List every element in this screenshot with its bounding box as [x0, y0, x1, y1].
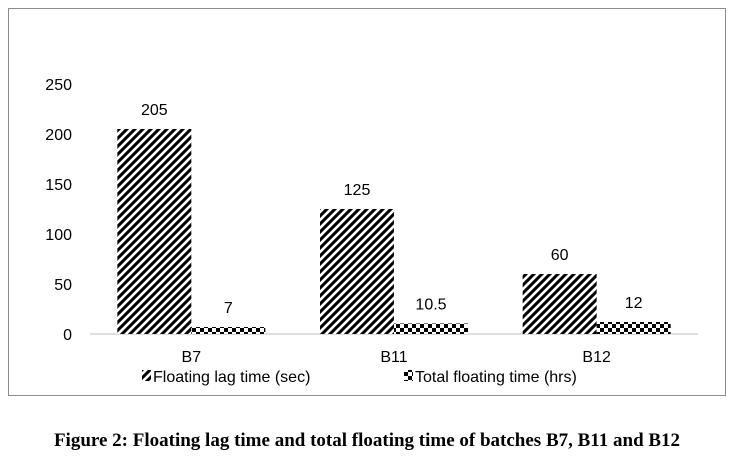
figure-caption: Figure 2: Floating lag time and total fl…: [53, 430, 681, 451]
data-label-b12-series-1: 12: [625, 295, 643, 312]
y-tick-label-3: 150: [45, 177, 72, 194]
y-tick-label-1: 50: [54, 277, 72, 294]
data-label-b7-series-1: 7: [224, 300, 233, 317]
legend: Floating lag time (sec) Total floating ti…: [142, 369, 577, 386]
data-label-b12-series-0: 60: [551, 247, 569, 264]
legend-label-series-1: Total floating time (hrs): [415, 369, 577, 386]
y-tick-label-4: 200: [45, 127, 72, 144]
x-tick-label-b11: B11: [380, 349, 407, 366]
data-label-b7-series-0: 205: [141, 102, 168, 119]
data-label-b11-series-0: 125: [344, 182, 371, 199]
y-tick-label-5: 250: [45, 77, 72, 94]
x-tick-label-b12: B12: [582, 349, 611, 366]
bar-b7-series-0: [117, 129, 192, 334]
legend-swatch-series-1: [404, 370, 413, 381]
y-tick-label-0: 0: [63, 327, 72, 344]
bar-b11-series-0: [320, 209, 394, 334]
legend-swatch-series-0: [142, 370, 151, 381]
data-label-b11-series-1: 10.5: [415, 297, 446, 314]
bar-b12-series-1: [596, 322, 671, 334]
bar-b7-series-1: [191, 327, 266, 334]
x-tick-label-b7: B7: [182, 349, 202, 366]
y-tick-label-2: 100: [45, 227, 72, 244]
bar-b12-series-0: [522, 274, 597, 334]
legend-label-series-0: Floating lag time (sec): [153, 369, 310, 386]
bars-layer: [117, 129, 671, 334]
labels-layer: 205 7 125 10.5 60 12: [141, 102, 643, 317]
bar-b11-series-1: [394, 323, 468, 334]
